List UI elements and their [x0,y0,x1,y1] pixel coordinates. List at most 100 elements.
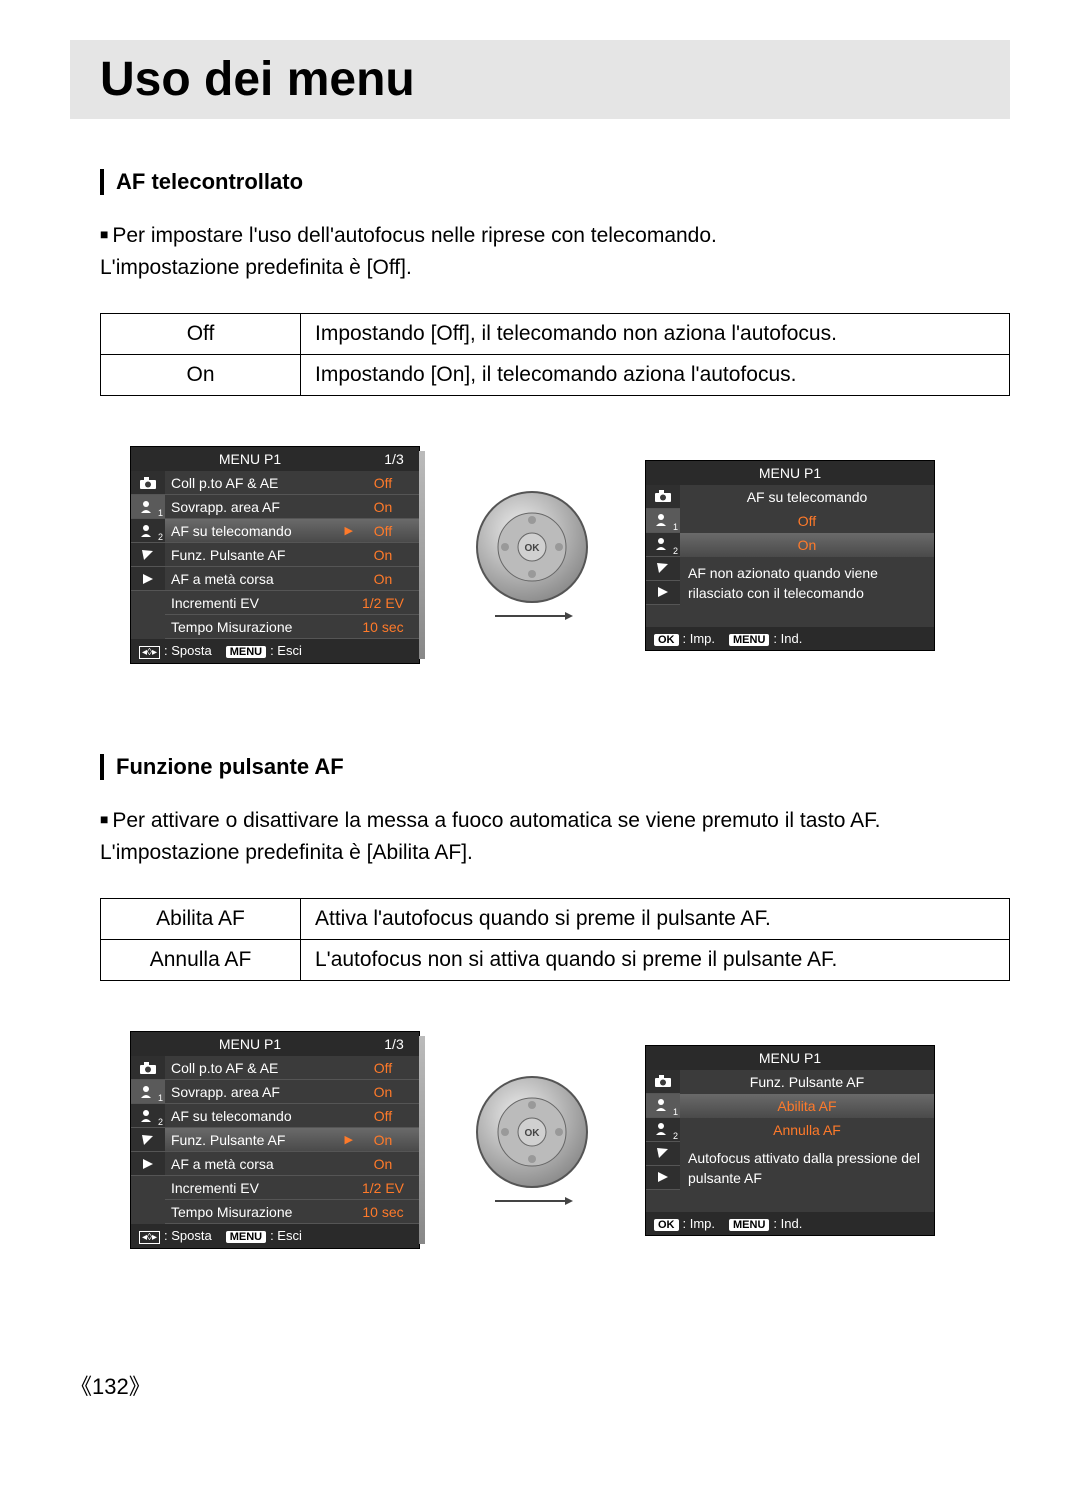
menu-item[interactable]: Coll p.to AF & AEOff [165,1056,419,1080]
section1-table: Off Impostando [Off], il telecomando non… [100,313,1010,396]
section1-intro-line1: Per impostare l'uso dell'autofocus nelle… [100,224,717,247]
menu-item[interactable]: AF su telecomando ▶Off [165,519,419,543]
lcd-tab[interactable] [646,1070,680,1094]
lcd-tab[interactable]: 1 [646,509,680,533]
section2-intro: Per attivare o disattivare la messa a fu… [100,805,1010,868]
lcd-tab[interactable]: 1 [131,1080,165,1104]
lcd-tab[interactable]: 1 [131,495,165,519]
detail-description: Autofocus attivato dalla pressione del p… [680,1142,934,1212]
section1-intro: Per impostare l'uso dell'autofocus nelle… [100,220,1010,283]
chevron-right-icon: ▶ [345,524,353,537]
svg-text:OK: OK [525,543,541,554]
menu-button-label: MENU [729,1219,769,1231]
menu-item[interactable]: Incrementi EV1/2 EV [165,1176,419,1200]
lcd-page: 1/3 [369,447,419,471]
table-row: Off Impostando [Off], il telecomando non… [101,314,1010,355]
control-dial-graphic: OK [470,1075,595,1206]
section2-screens: MENU P11/312Coll p.to AF & AEOffSovrapp.… [130,1031,1010,1249]
menu-item-value: 1/2 EV [353,1180,413,1196]
lcd-tab[interactable] [646,1166,680,1190]
menu-item[interactable]: Tempo Misurazione10 sec [165,615,419,639]
camera-detail-screen: MENU P112Funz. Pulsante AFAbilita AFAnnu… [645,1045,935,1236]
menu-item-label: Incrementi EV [171,1180,353,1196]
chevron-right-icon: ▶ [345,1133,353,1146]
table-row: On Impostando [On], il telecomando azion… [101,355,1010,396]
lcd-title: MENU P1 [131,1032,369,1056]
menu-item[interactable]: Coll p.to AF & AEOff [165,471,419,495]
menu-item[interactable]: AF su telecomandoOff [165,1104,419,1128]
menu-item[interactable]: Funz. Pulsante AFOn [165,543,419,567]
table-row: Annulla AF L'autofocus non si attiva qua… [101,940,1010,981]
menu-item[interactable]: AF a metà corsaOn [165,567,419,591]
menu-item-label: Sovrapp. area AF [171,1084,353,1100]
menu-item-value: On [353,1156,413,1172]
ok-button-label: OK [654,634,679,646]
lcd-tab[interactable] [646,581,680,605]
lcd-tab[interactable]: 1 [646,1094,680,1118]
menu-item-value: On [353,571,413,587]
menu-button-label: MENU [226,1231,266,1243]
lcd-footer: ◂◊▸: SpostaMENU: Esci [131,639,419,663]
camera-menu-screen: MENU P11/312Coll p.to AF & AEOffSovrapp.… [130,1031,420,1249]
lcd-title: MENU P1 [646,1046,934,1070]
menu-item-value: Off [353,523,413,539]
menu-item-label: Tempo Misurazione [171,1204,353,1220]
detail-option[interactable]: Off [680,509,934,533]
menu-item-label: Coll p.to AF & AE [171,475,353,491]
menu-button-label: MENU [226,646,266,658]
nav-arrows-icon: ◂◊▸ [139,1231,160,1244]
lcd-tab[interactable] [131,543,165,567]
menu-item-label: Incrementi EV [171,595,353,611]
menu-item-value: Off [353,1060,413,1076]
menu-item-value: Off [353,475,413,491]
lcd-tab[interactable] [131,1056,165,1080]
lcd-tab[interactable] [131,567,165,591]
lcd-tab[interactable] [131,471,165,495]
lcd-tab[interactable]: 2 [131,1104,165,1128]
menu-item-label: AF su telecomando [171,523,341,539]
arrow-right-icon [493,611,573,621]
lcd-tab[interactable]: 2 [131,519,165,543]
menu-item[interactable]: Funz. Pulsante AF▶On [165,1128,419,1152]
menu-item-value: 10 sec [353,1204,413,1220]
menu-item-label: Sovrapp. area AF [171,499,353,515]
menu-button-label: MENU [729,634,769,646]
nav-arrows-icon: ◂◊▸ [139,646,160,659]
menu-item-value: Off [353,1108,413,1124]
page-title: Uso dei menu [100,52,990,107]
lcd-tab[interactable] [646,557,680,581]
page-number: 132 [70,1369,1010,1401]
lcd-tab-strip: 12 [646,485,680,627]
menu-item[interactable]: Incrementi EV1/2 EV [165,591,419,615]
menu-item-value: On [353,547,413,563]
menu-item[interactable]: Sovrapp. area AFOn [165,495,419,519]
lcd-tab-strip: 12 [131,1056,165,1224]
lcd-tab[interactable] [646,485,680,509]
menu-item-label: Coll p.to AF & AE [171,1060,353,1076]
section2-intro-line2: L'impostazione predefinita è [Abilita AF… [100,841,473,864]
lcd-tab[interactable] [131,1128,165,1152]
menu-item[interactable]: Tempo Misurazione10 sec [165,1200,419,1224]
section2-table: Abilita AF Attiva l'autofocus quando si … [100,898,1010,981]
lcd-tab[interactable] [646,1142,680,1166]
lcd-footer: ◂◊▸: SpostaMENU: Esci [131,1224,419,1248]
lcd-page: 1/3 [369,1032,419,1056]
lcd-tab[interactable]: 2 [646,533,680,557]
menu-item-value: On [353,1132,413,1148]
menu-item[interactable]: AF a metà corsaOn [165,1152,419,1176]
lcd-tab-strip: 12 [646,1070,680,1212]
detail-option[interactable]: Annulla AF [680,1118,934,1142]
menu-item-label: Tempo Misurazione [171,619,353,635]
detail-option[interactable]: On [680,533,934,557]
menu-item-label: AF a metà corsa [171,1156,353,1172]
lcd-tab[interactable]: 2 [646,1118,680,1142]
arrow-right-icon [493,1196,573,1206]
menu-item-label: AF su telecomando [171,1108,353,1124]
menu-item-value: On [353,499,413,515]
section2-heading: Funzione pulsante AF [100,754,1010,780]
menu-item[interactable]: Sovrapp. area AFOn [165,1080,419,1104]
detail-option[interactable]: Abilita AF [680,1094,934,1118]
lcd-tab[interactable] [131,1152,165,1176]
lcd-footer: OK: Imp.MENU: Ind. [646,1212,934,1235]
page-title-bar: Uso dei menu [70,40,1010,119]
